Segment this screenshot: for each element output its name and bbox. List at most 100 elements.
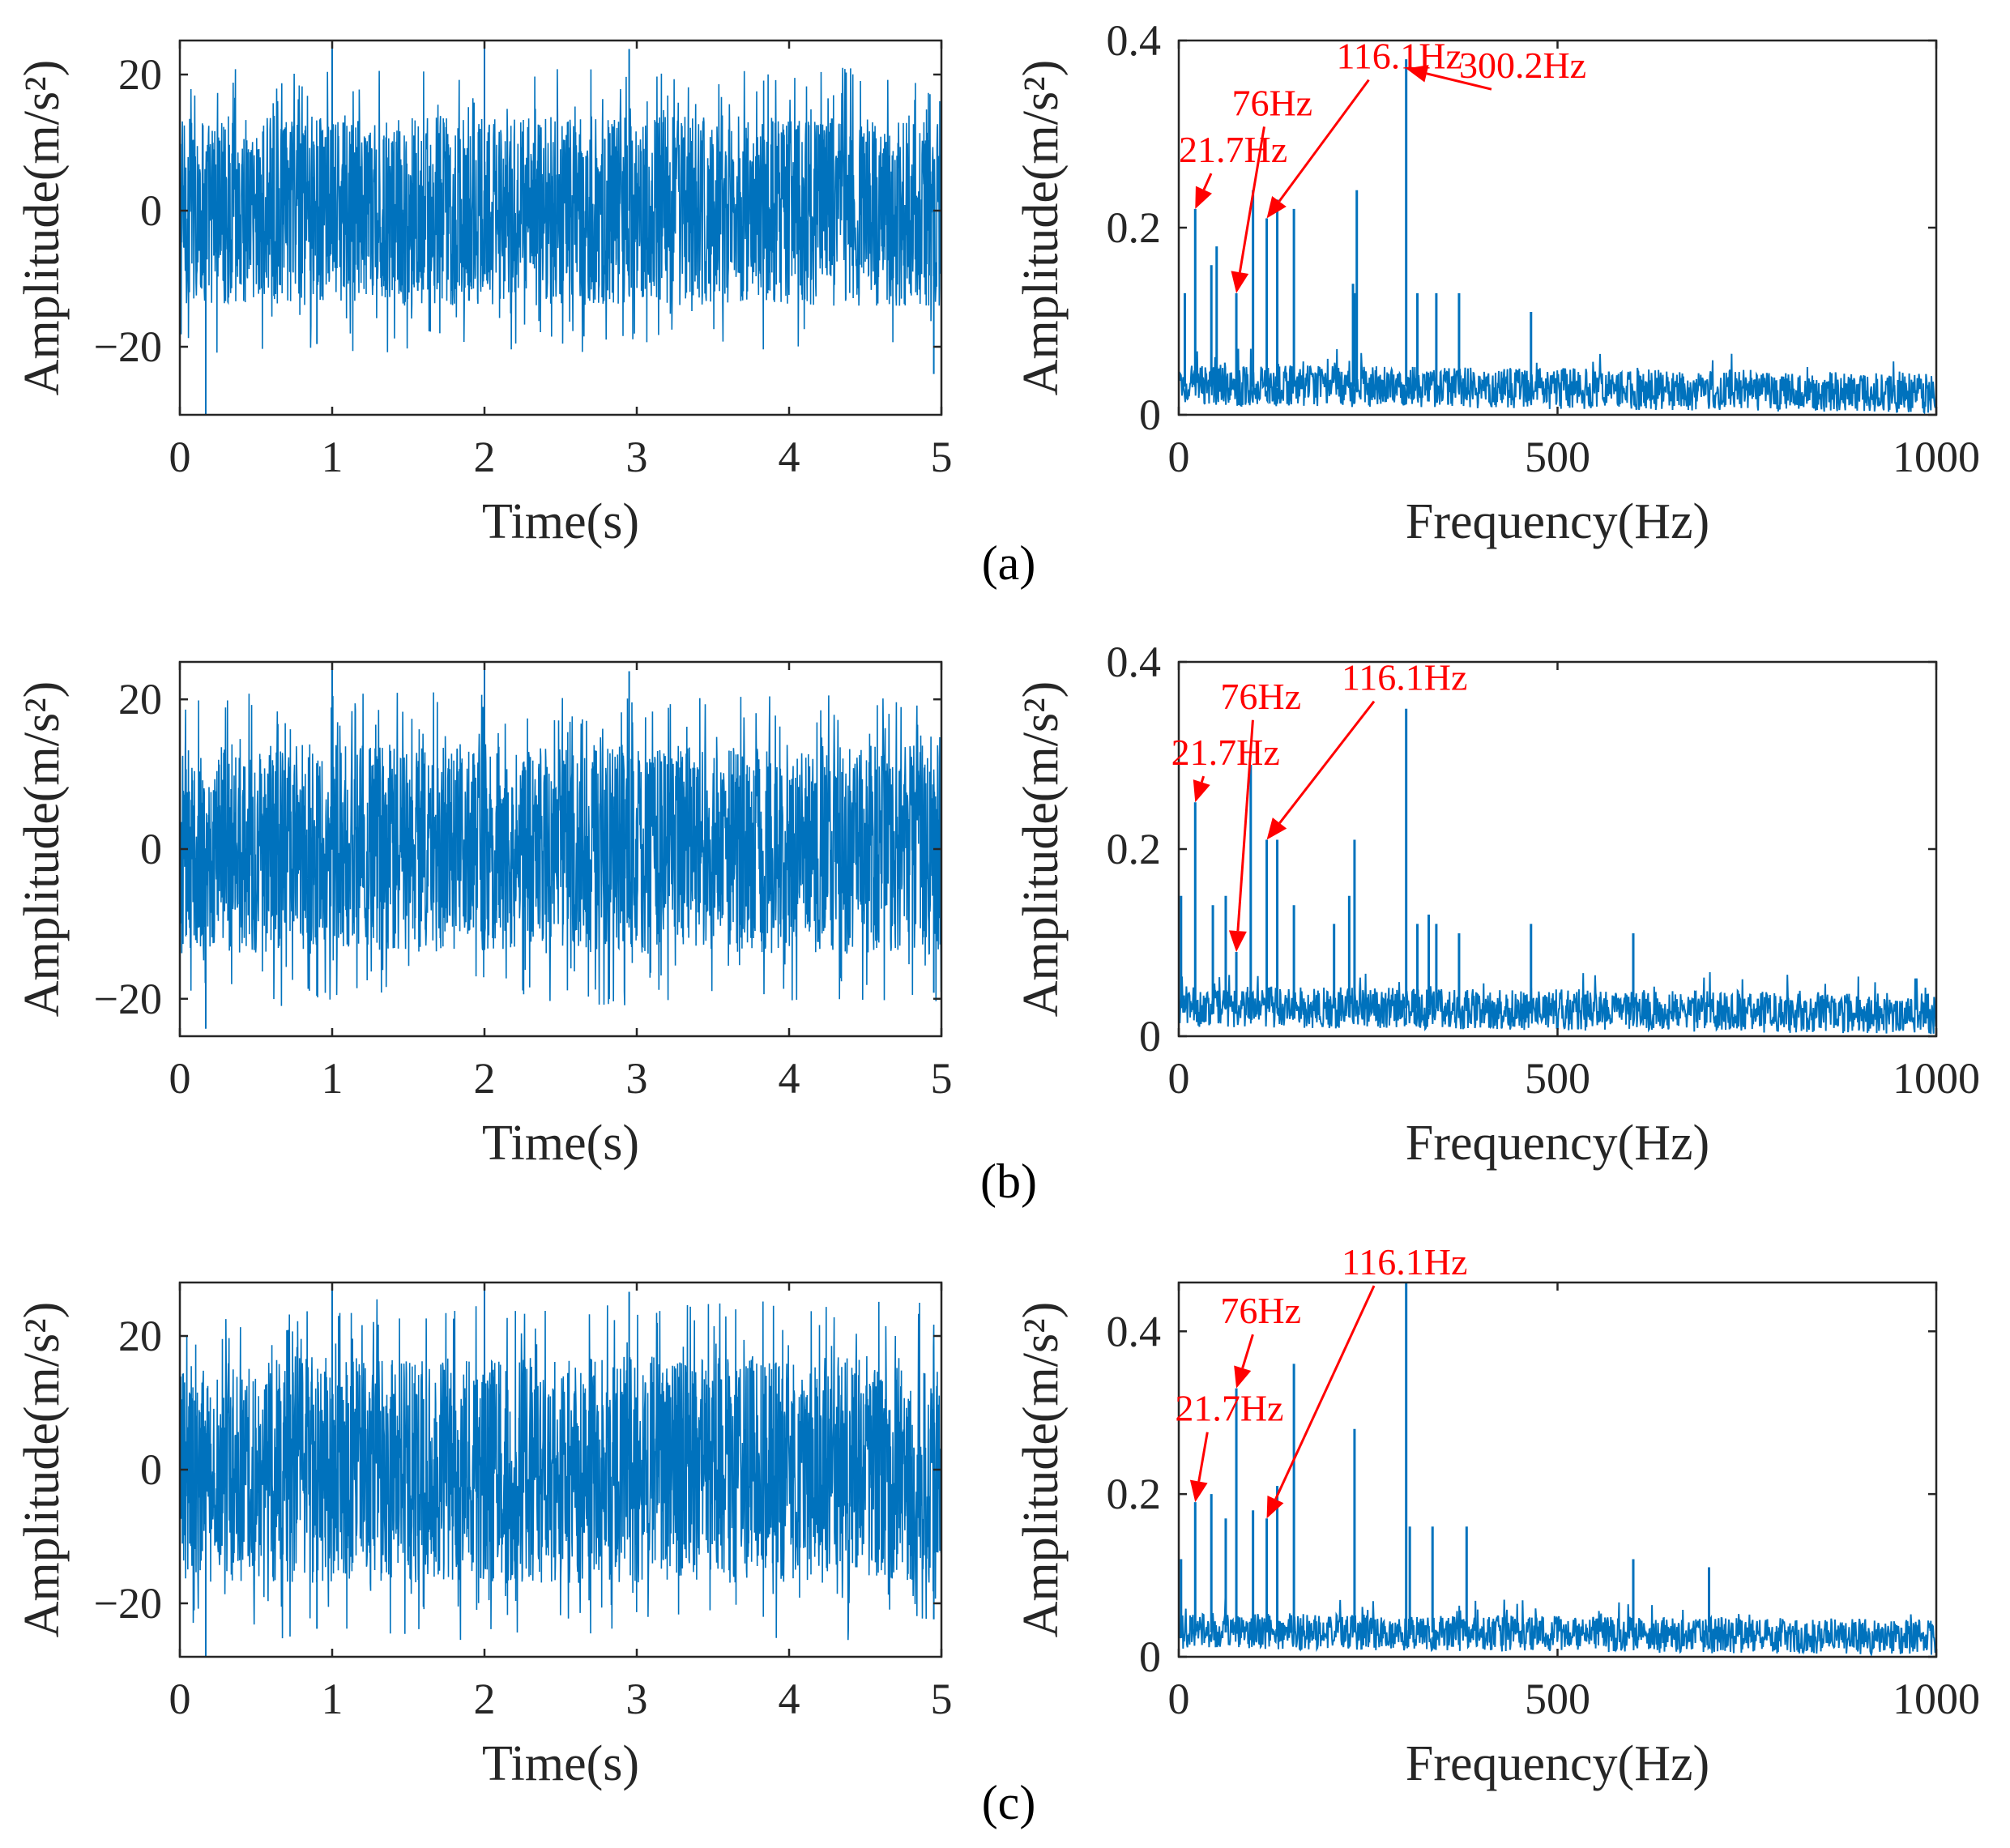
peak-annotation-arrow <box>1236 719 1254 932</box>
peak-annotation-arrowhead <box>1228 930 1247 953</box>
peak-annotation-arrow <box>1238 126 1265 273</box>
y-tick-label: 0 <box>140 1445 162 1494</box>
y-tick-label: 0.2 <box>1107 825 1162 873</box>
signal-trace <box>180 1299 941 1641</box>
x-tick-label: 4 <box>779 433 800 481</box>
x-tick-label: 1000 <box>1893 1054 1980 1103</box>
peak-annotation-arrow <box>1200 775 1206 783</box>
y-tick-label: 20 <box>118 675 162 723</box>
x-tick-label: 2 <box>474 433 496 481</box>
peak-annotation-label: 300.2Hz <box>1459 45 1586 86</box>
x-axis-label: Frequency(Hz) <box>1406 494 1709 549</box>
x-tick-label: 2 <box>474 1675 496 1723</box>
signal-trace <box>180 67 941 353</box>
x-tick-label: 1 <box>322 1675 344 1723</box>
spectrum-trace <box>1179 971 1936 1035</box>
axes-box <box>1177 660 1938 1038</box>
chart-a-frequency-spectrum: 0 500 1000 0 0.2 0.4 Frequency(Hz) Amplitude(m/… <box>1014 16 1980 549</box>
peak-annotation-arrow <box>1426 72 1492 91</box>
x-tick-label: 1 <box>322 1054 344 1103</box>
peak-annotation-arrowhead <box>1231 271 1249 293</box>
spectrum-trace <box>1179 348 1936 415</box>
y-axis-label: Amplitude(m/s²) <box>15 681 70 1018</box>
y-tick-label: 0.4 <box>1107 638 1162 686</box>
peak-annotation-arrow <box>1274 1285 1376 1500</box>
peak-annotation-label: 116.1Hz <box>1336 36 1462 77</box>
y-tick-label: 0 <box>1139 1632 1161 1681</box>
y-tick-label: 0.2 <box>1107 203 1162 252</box>
x-tick-label: 5 <box>931 1675 953 1723</box>
y-tick-label: −20 <box>94 1579 162 1628</box>
peak-annotation-arrowhead <box>1195 186 1212 209</box>
x-tick-label: 4 <box>779 1054 800 1103</box>
peak-annotation-label: 116.1Hz <box>1342 1241 1467 1283</box>
x-tick-label: 3 <box>626 1675 648 1723</box>
peak-annotation-arrow <box>1278 700 1376 824</box>
y-axis-label: Amplitude(m/s²) <box>1014 681 1069 1018</box>
peak-annotation-label: 21.7Hz <box>1171 732 1280 773</box>
series-a-time <box>180 41 941 415</box>
x-axis-label: Time(s) <box>482 494 639 549</box>
y-tick-label: 0.2 <box>1107 1470 1162 1518</box>
x-tick-label: 5 <box>931 433 953 481</box>
x-tick-label: 0 <box>169 433 191 481</box>
x-tick-label: 500 <box>1525 1675 1590 1723</box>
axes-box <box>178 39 943 416</box>
y-tick-label: 20 <box>118 1312 162 1360</box>
peak-annotation-label: 76Hz <box>1231 82 1312 123</box>
series-c-freq <box>1179 1283 1936 1657</box>
x-axis-label: Time(s) <box>482 1116 639 1171</box>
panel-label-a: (a) <box>982 536 1036 590</box>
x-axis-label: Time(s) <box>482 1736 639 1791</box>
x-tick-label: 5 <box>931 1054 953 1103</box>
x-axis-label: Frequency(Hz) <box>1406 1116 1709 1171</box>
x-tick-label: 500 <box>1525 1054 1590 1103</box>
peak-annotation-arrowhead <box>1266 1496 1284 1519</box>
y-tick-label: 0.4 <box>1107 16 1162 65</box>
series-a-freq <box>1179 59 1936 415</box>
x-tick-label: 4 <box>779 1675 800 1723</box>
x-tick-label: 500 <box>1525 433 1590 481</box>
x-axis-label: Frequency(Hz) <box>1406 1736 1709 1791</box>
peak-annotation-arrowhead <box>1234 1365 1252 1389</box>
peak-annotation-arrowhead <box>1266 195 1287 219</box>
peak-annotation-label: 21.7Hz <box>1175 1388 1283 1429</box>
peak-annotation-arrow <box>1241 1334 1254 1369</box>
chart-a-time-signal: 0 1 2 3 4 5 −20 0 20 Time(s) Amplitude(m/s²) <box>15 39 953 549</box>
peak-annotation-label: 116.1Hz <box>1342 657 1467 698</box>
x-tick-label: 2 <box>474 1054 496 1103</box>
spectrum-trace <box>1179 1598 1936 1657</box>
panel-label-b: (b) <box>980 1154 1037 1208</box>
y-tick-label: 0 <box>1139 391 1161 439</box>
peak-annotation-label: 76Hz <box>1220 676 1301 717</box>
y-tick-label: 0 <box>1139 1012 1161 1061</box>
peak-annotation-arrowhead <box>1193 779 1210 803</box>
axes-box <box>1177 1281 1938 1658</box>
y-axis-label: Amplitude(m/s²) <box>15 60 70 396</box>
chart-c-frequency-spectrum: 0 500 1000 0 0.2 0.4 Frequency(Hz) Amplitude(m/… <box>1014 1241 1980 1791</box>
x-tick-label: 1000 <box>1893 1675 1980 1723</box>
peak-annotation-arrow <box>1278 79 1370 203</box>
series-b-time <box>180 662 941 1029</box>
y-tick-label: −20 <box>94 975 162 1023</box>
y-tick-label: −20 <box>94 322 162 371</box>
peak-annotation-arrowhead <box>1406 65 1429 83</box>
peak-annotation-arrowhead <box>1189 1479 1208 1503</box>
x-tick-label: 1000 <box>1893 433 1980 481</box>
y-tick-label: 0.4 <box>1107 1307 1162 1355</box>
peak-annotation-label: 21.7Hz <box>1179 129 1287 170</box>
y-tick-label: 20 <box>118 50 162 99</box>
series-c-time <box>180 1283 941 1657</box>
y-axis-label: Amplitude(m/s²) <box>15 1302 70 1638</box>
x-tick-label: 0 <box>169 1054 191 1103</box>
x-tick-label: 1 <box>322 433 344 481</box>
y-tick-label: 0 <box>140 186 162 235</box>
signal-trace <box>180 692 941 1006</box>
x-tick-label: 0 <box>1168 1054 1190 1103</box>
series-b-freq <box>1179 708 1936 1035</box>
y-axis-label: Amplitude(m/s²) <box>1014 60 1069 396</box>
peak-annotation-arrowhead <box>1266 817 1287 840</box>
